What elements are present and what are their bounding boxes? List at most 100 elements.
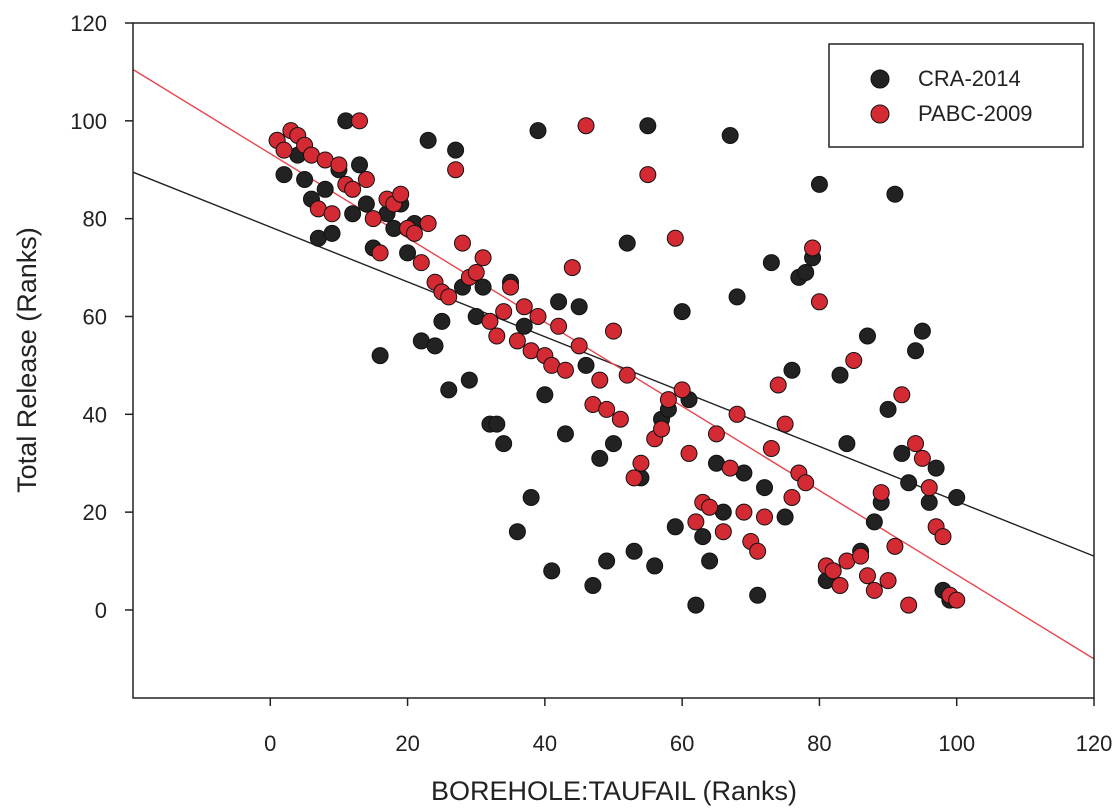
point-cra-2014-86 bbox=[900, 474, 918, 492]
point-pabc-2009-72 bbox=[762, 440, 780, 458]
point-pabc-2009-84 bbox=[845, 352, 863, 369]
point-cra-2014-40 bbox=[550, 293, 568, 311]
point-pabc-2009-35 bbox=[508, 332, 526, 350]
point-pabc-2009-79 bbox=[810, 293, 828, 311]
point-pabc-2009-73 bbox=[769, 376, 787, 394]
point-pabc-2009-82 bbox=[831, 577, 849, 594]
regression-lines bbox=[132, 68, 1095, 660]
point-cra-2014-43 bbox=[577, 356, 595, 374]
point-pabc-2009-48 bbox=[598, 400, 616, 418]
point-cra-2014-74 bbox=[810, 175, 828, 193]
x-tick-label-0: 0 bbox=[264, 731, 276, 756]
point-cra-2014-14 bbox=[371, 347, 389, 365]
point-pabc-2009-26 bbox=[447, 161, 465, 179]
point-cra-2014-27 bbox=[460, 371, 478, 389]
point-cra-2014-44 bbox=[584, 577, 602, 594]
x-tick-label-120: 120 bbox=[1076, 731, 1113, 756]
point-cra-2014-36 bbox=[522, 488, 540, 506]
regression-line-pabc-2009 bbox=[132, 68, 1095, 660]
point-cra-2014-3 bbox=[296, 171, 314, 189]
point-pabc-2009-54 bbox=[639, 166, 657, 184]
point-pabc-2009-60 bbox=[680, 444, 698, 462]
point-cra-2014-52 bbox=[646, 557, 664, 575]
point-pabc-2009-56 bbox=[653, 420, 671, 438]
point-pabc-2009-8 bbox=[323, 205, 341, 223]
y-tick-label-0: 0 bbox=[95, 598, 107, 623]
point-cra-2014-46 bbox=[598, 552, 616, 570]
point-pabc-2009-81 bbox=[824, 562, 842, 580]
point-pabc-2009-18 bbox=[392, 185, 410, 203]
point-pabc-2009-87 bbox=[865, 581, 883, 599]
point-pabc-2009-50 bbox=[611, 410, 629, 428]
point-pabc-2009-20 bbox=[405, 224, 423, 242]
x-axis-title: BOREHOLE:TAUFAIL (Ranks) bbox=[431, 776, 797, 806]
point-pabc-2009-51 bbox=[618, 366, 636, 384]
point-pabc-2009-86 bbox=[858, 567, 876, 585]
point-cra-2014-7 bbox=[323, 224, 341, 242]
point-pabc-2009-15 bbox=[371, 244, 389, 262]
point-cra-2014-60 bbox=[701, 552, 719, 570]
point-pabc-2009-92 bbox=[900, 596, 918, 614]
y-tick-label-120: 120 bbox=[70, 11, 107, 36]
point-pabc-2009-11 bbox=[344, 180, 362, 198]
legend-label-cra-2014: CRA-2014 bbox=[918, 66, 1021, 91]
point-pabc-2009-91 bbox=[893, 386, 911, 404]
point-cra-2014-81 bbox=[865, 513, 883, 531]
point-pabc-2009-89 bbox=[879, 572, 897, 590]
point-cra-2014-23 bbox=[433, 312, 451, 330]
legend-label-pabc-2009: PABC-2009 bbox=[918, 101, 1033, 126]
point-cra-2014-51 bbox=[639, 117, 657, 135]
y-tick-label-20: 20 bbox=[83, 500, 107, 525]
point-cra-2014-29 bbox=[474, 278, 492, 296]
point-cra-2014-85 bbox=[893, 444, 911, 462]
legend: CRA-2014 PABC-2009 bbox=[828, 43, 1084, 148]
point-pabc-2009-90 bbox=[886, 537, 904, 555]
y-tick-label-40: 40 bbox=[83, 402, 107, 427]
point-pabc-2009-25 bbox=[440, 288, 458, 306]
point-cra-2014-47 bbox=[605, 435, 622, 453]
legend-marker-cra-2014 bbox=[870, 69, 890, 89]
point-pabc-2009-12 bbox=[351, 112, 369, 130]
point-cra-2014-70 bbox=[783, 361, 801, 379]
point-pabc-2009-68 bbox=[735, 503, 753, 521]
point-pabc-2009-57 bbox=[659, 391, 677, 409]
point-pabc-2009-71 bbox=[756, 508, 774, 526]
point-cra-2014-18 bbox=[399, 244, 417, 262]
point-cra-2014-41 bbox=[556, 425, 574, 443]
point-cra-2014-34 bbox=[508, 523, 526, 541]
x-tick-label-60: 60 bbox=[670, 731, 694, 756]
point-pabc-2009-65 bbox=[714, 523, 732, 541]
point-cra-2014-84 bbox=[886, 185, 904, 203]
data-points bbox=[268, 112, 966, 614]
point-pabc-2009-85 bbox=[852, 547, 870, 565]
point-pabc-2009-36 bbox=[515, 298, 533, 316]
point-cra-2014-56 bbox=[673, 303, 691, 321]
point-pabc-2009-29 bbox=[467, 263, 485, 281]
point-cra-2014-80 bbox=[858, 327, 876, 345]
point-pabc-2009-33 bbox=[495, 303, 513, 321]
point-pabc-2009-77 bbox=[797, 474, 815, 492]
point-pabc-2009-49 bbox=[605, 322, 622, 340]
x-tick-label-40: 40 bbox=[533, 731, 557, 756]
point-cra-2014-38 bbox=[536, 386, 554, 404]
point-pabc-2009-30 bbox=[474, 249, 492, 267]
point-pabc-2009-34 bbox=[502, 278, 520, 296]
point-pabc-2009-32 bbox=[488, 327, 506, 345]
point-cra-2014-83 bbox=[879, 400, 897, 418]
point-cra-2014-31 bbox=[488, 415, 506, 433]
point-cra-2014-35 bbox=[515, 317, 533, 335]
point-pabc-2009-59 bbox=[673, 381, 691, 399]
point-cra-2014-88 bbox=[913, 322, 931, 340]
point-pabc-2009-43 bbox=[563, 259, 581, 277]
legend-marker-pabc-2009 bbox=[870, 104, 890, 124]
point-cra-2014-22 bbox=[426, 337, 444, 355]
point-pabc-2009-88 bbox=[872, 484, 890, 502]
point-pabc-2009-53 bbox=[632, 454, 650, 472]
point-pabc-2009-67 bbox=[728, 405, 746, 423]
point-cra-2014-58 bbox=[687, 596, 705, 614]
point-pabc-2009-58 bbox=[666, 229, 684, 247]
point-pabc-2009-47 bbox=[591, 371, 609, 389]
point-cra-2014-63 bbox=[721, 127, 739, 144]
point-cra-2014-59 bbox=[694, 528, 712, 546]
